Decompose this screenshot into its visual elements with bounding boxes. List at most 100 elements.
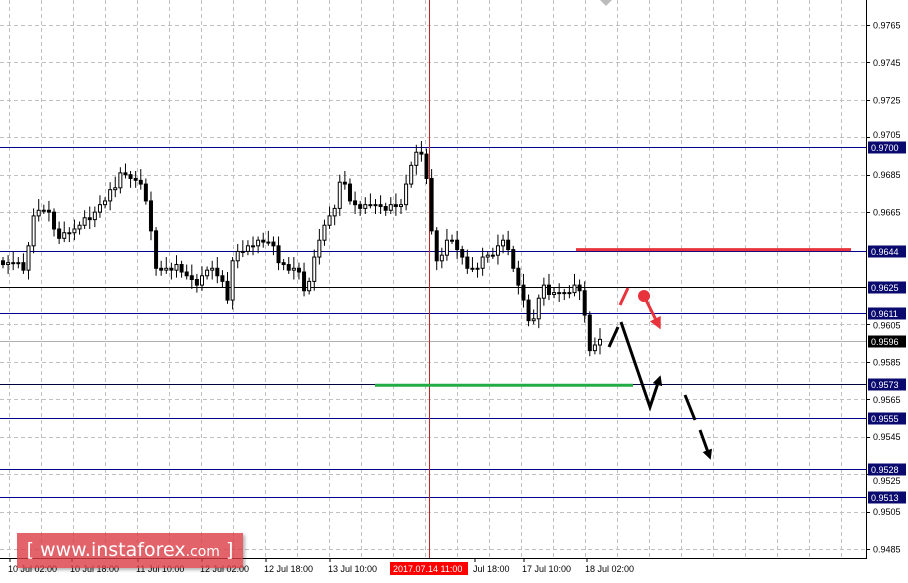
candles [1, 141, 602, 357]
candle [230, 257, 235, 310]
level-price-label: 0.9700 [871, 143, 899, 153]
candle-body [429, 177, 434, 232]
candle-body [572, 284, 577, 294]
level-price-badge [868, 307, 906, 320]
candle [419, 141, 424, 162]
price-tick-label: 0.9525 [873, 476, 901, 486]
price-tick-label: 0.9745 [873, 58, 901, 68]
time-axis: 10 Jul 02:00 10 Jul 18:00 11 Jul 10:00 12 J… [8, 558, 634, 575]
candle-body [72, 228, 77, 234]
candle-body [506, 239, 511, 251]
level-price-label: 0.9625 [871, 283, 899, 293]
candle-body [77, 224, 82, 230]
candle [108, 182, 113, 211]
candle [557, 283, 562, 302]
candle [169, 262, 174, 280]
candle-body [159, 267, 164, 271]
price-tick-label: 0.9665 [873, 208, 901, 218]
candle [424, 148, 429, 185]
candle-body [36, 209, 41, 217]
candle-body [414, 151, 419, 166]
candle [143, 178, 148, 205]
candle-body [307, 280, 312, 292]
candle [302, 262, 307, 297]
candle-body [373, 204, 378, 207]
candle-body [378, 204, 383, 208]
candle [337, 174, 342, 216]
alt-forecast-segment [618, 287, 630, 306]
candle [261, 232, 266, 248]
candle [225, 272, 230, 304]
candle [470, 257, 475, 273]
shift-marker-icon[interactable] [600, 0, 612, 6]
candle-body [225, 280, 230, 301]
candle [465, 249, 470, 274]
candle-body [26, 245, 31, 271]
candle-body [470, 267, 475, 270]
candle [26, 242, 31, 280]
candle [46, 200, 51, 222]
candle-body [261, 239, 266, 243]
candle-body [495, 245, 500, 256]
candle [276, 236, 281, 271]
candle [572, 273, 577, 297]
candle-body [557, 292, 562, 295]
candle-body [251, 245, 256, 248]
crosshair-time-badge [390, 562, 468, 575]
candle-body [567, 292, 572, 295]
watermark-bracket: [ [26, 539, 34, 561]
candle-body [393, 204, 398, 208]
candle [21, 253, 26, 274]
candle-body [46, 209, 51, 213]
current-price-label: 0.9596 [871, 337, 899, 347]
candle [256, 236, 261, 254]
level-price-badge [868, 281, 906, 294]
candle-body [424, 153, 429, 179]
candle-body [123, 172, 128, 176]
candle [307, 277, 312, 295]
candle-body [256, 239, 261, 247]
price-tick-label: 0.9725 [873, 95, 901, 105]
price-tick-label: 0.9605 [873, 321, 901, 331]
candle-body [205, 269, 210, 277]
candle-body [562, 292, 567, 295]
candle [62, 221, 67, 243]
candle-body [434, 230, 439, 262]
candle [41, 204, 46, 215]
forecast-arrow-main [619, 321, 663, 412]
candle [16, 257, 21, 269]
candle [399, 199, 403, 215]
candle [179, 260, 184, 278]
candle [495, 234, 500, 265]
candle [251, 236, 256, 256]
price-tick-label: 0.9585 [873, 357, 901, 367]
candle [266, 230, 271, 246]
candle [404, 174, 409, 211]
level-price-label: 0.9573 [871, 380, 899, 390]
candle-body [399, 204, 403, 208]
candle-body [342, 181, 347, 185]
candle-body [245, 245, 250, 252]
candle-body [383, 206, 388, 211]
candle [72, 219, 77, 241]
candle [363, 197, 368, 215]
level-price-label: 0.9644 [871, 247, 899, 257]
time-tick-label: 17 Jul 10:00 [522, 564, 571, 574]
candle [378, 195, 383, 215]
candle [87, 206, 92, 229]
candle-body [485, 254, 490, 258]
candle-body [582, 290, 587, 316]
candle [567, 285, 572, 299]
candle-body [521, 284, 526, 301]
price-tick-label: 0.9685 [873, 170, 901, 180]
candle-body [439, 254, 444, 262]
candle [296, 262, 301, 280]
candle [434, 227, 439, 271]
candle-body [337, 181, 342, 209]
candle [286, 257, 291, 274]
candle-body [62, 232, 67, 239]
level-price-label: 0.9611 [871, 309, 898, 319]
candle [587, 311, 592, 357]
candle [205, 266, 210, 280]
